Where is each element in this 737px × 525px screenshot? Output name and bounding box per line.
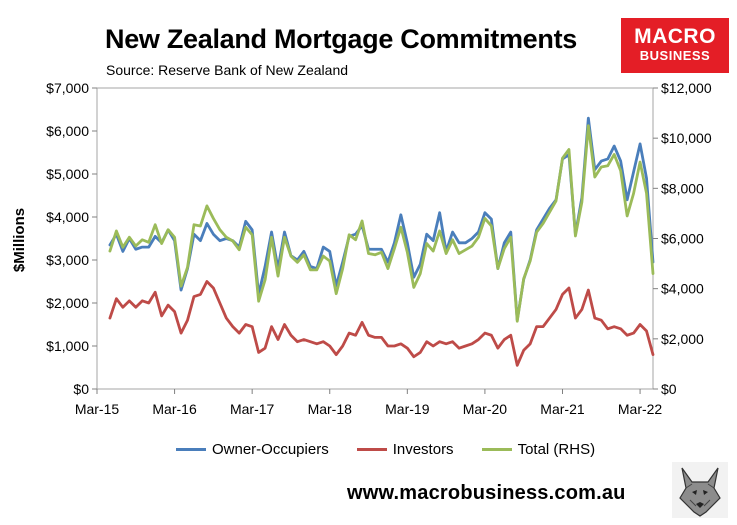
page-title: New Zealand Mortgage Commitments [105,24,577,54]
chart-legend: Owner-Occupiers Investors Total (RHS) [176,441,623,458]
x-tick-label: Mar-16 [152,401,197,417]
y-left-tick-label: $2,000 [46,295,89,311]
y-left-tick-label: $1,000 [46,338,89,354]
y-left-tick-label: $4,000 [46,209,89,225]
series-line-investors [108,280,655,367]
x-tick-label: Mar-19 [385,401,430,417]
y-right-tick-label: $4,000 [661,281,704,297]
x-axis: Mar-15 Mar-16 Mar-17 Mar-18 Mar-19 Mar-20 Mar-… [75,389,663,417]
wolf-logo-icon [672,462,728,518]
y-right-tick-label: $10,000 [661,130,712,146]
legend-label-owner-occupiers: Owner-Occupiers [212,441,329,458]
x-tick-label: Mar-22 [618,401,663,417]
logo-line-1: MACRO [634,25,716,48]
y-right-tick-label: $12,000 [661,80,712,96]
y-axis-label: $Millions [11,208,28,272]
x-tick-label: Mar-17 [230,401,275,417]
legend-swatch-owner-occupiers [176,448,206,451]
legend-item-total-rhs: Total (RHS) [481,441,596,458]
series-line-total-rhs [108,124,655,323]
legend-item-owner-occupiers: Owner-Occupiers [176,441,329,458]
y-axis-right: $0 $2,000 $4,000 $6,000 $8,000 $10,000 $12,000 [653,80,712,397]
legend-swatch-total-rhs [481,448,512,451]
plot-area [96,87,654,390]
macrobusiness-logo: MACRO BUSINESS [621,18,729,73]
legend-item-investors: Investors [356,441,454,458]
legend-label-investors: Investors [392,441,454,458]
x-tick-label: Mar-18 [308,401,353,417]
legend-swatch-investors [356,448,387,451]
source-note: Source: Reserve Bank of New Zealand [106,62,349,78]
x-tick-label: Mar-21 [540,401,585,417]
legend-label-total-rhs: Total (RHS) [517,441,596,458]
series-lines [108,116,655,367]
x-tick-label: Mar-15 [75,401,120,417]
y-right-tick-label: $0 [661,381,677,397]
y-left-tick-label: $0 [73,381,89,397]
y-right-tick-label: $2,000 [661,331,704,347]
y-right-tick-label: $6,000 [661,231,704,247]
y-left-tick-label: $5,000 [46,166,89,182]
website-url: www.macrobusiness.com.au [347,482,626,504]
x-tick-label: Mar-20 [463,401,508,417]
y-left-tick-label: $6,000 [46,123,89,139]
logo-line-2: BUSINESS [639,48,711,63]
y-right-tick-label: $8,000 [661,180,704,196]
y-axis-left: $0 $1,000 $2,000 $3,000 $4,000 $5,000 $6,000 $7… [46,80,97,397]
y-left-tick-label: $7,000 [46,80,89,96]
y-left-tick-label: $3,000 [46,252,89,268]
